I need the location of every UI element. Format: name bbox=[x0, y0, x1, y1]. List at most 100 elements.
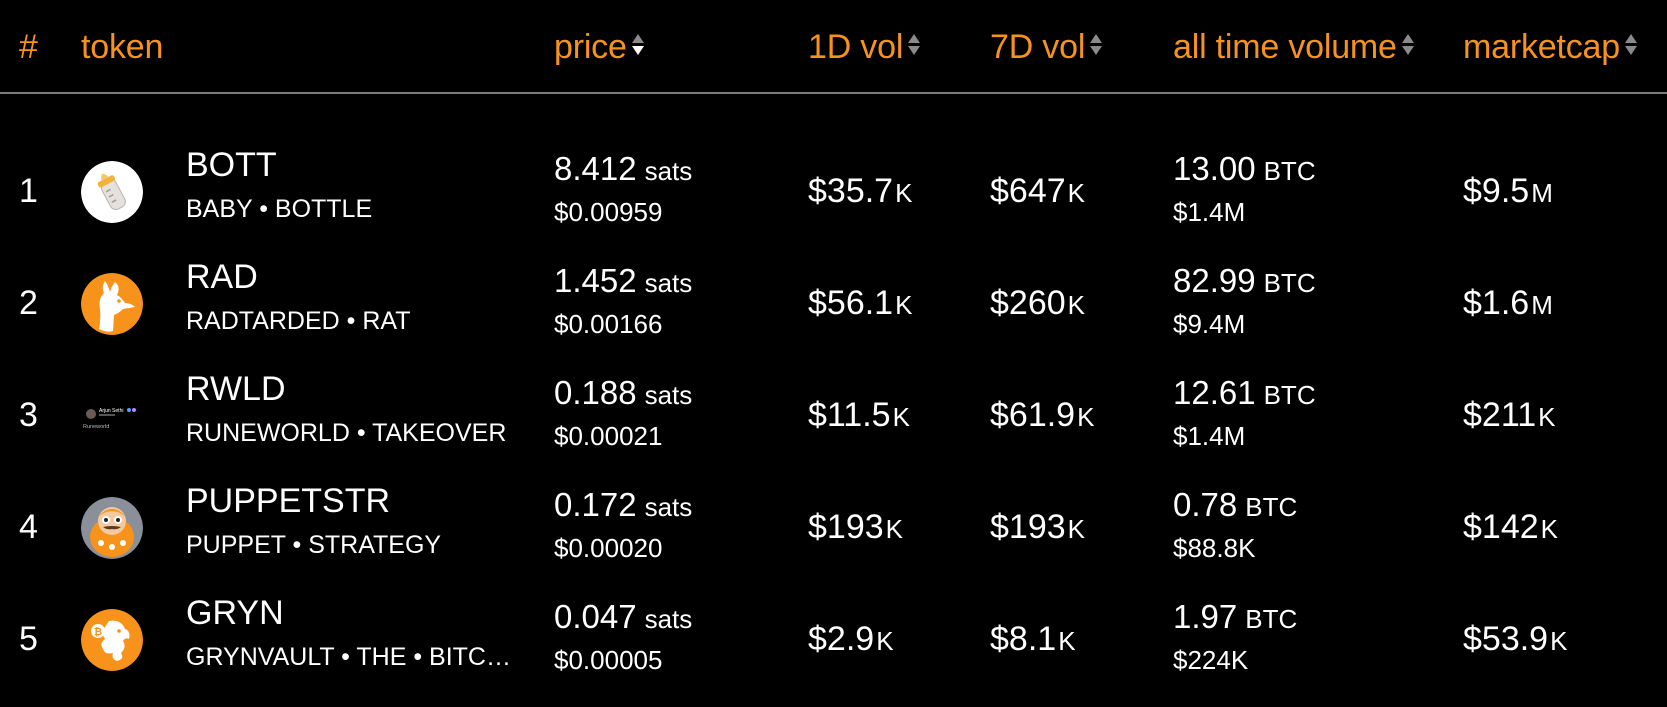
vol-1d-value: $193 bbox=[808, 508, 884, 546]
header-price-label: price bbox=[554, 27, 627, 66]
marketcap: $53.9K bbox=[1463, 620, 1567, 659]
table-row[interactable]: 3 Arjun Sethi Runeworld RWLD RUNEWORLD •… bbox=[0, 360, 1667, 472]
vol-1d: $193K bbox=[808, 508, 903, 547]
table-row[interactable]: 1 BOTT BABY • BOTTLE 8.412 sats $0.00959 … bbox=[0, 136, 1667, 248]
marketcap: $9.5M bbox=[1463, 172, 1553, 211]
puppet-icon bbox=[81, 497, 143, 559]
table-row[interactable]: 2 RAD RADTARDED • RAT 1.452 sats $0.00166… bbox=[0, 248, 1667, 360]
sort-up-icon bbox=[1090, 33, 1103, 43]
price-sats: 0.047 sats bbox=[554, 598, 692, 636]
price-usd: $0.00021 bbox=[554, 421, 663, 451]
header-token-label: token bbox=[81, 27, 164, 66]
marketcap-value: $9.5 bbox=[1463, 172, 1530, 210]
vol-1d: $56.1K bbox=[808, 284, 912, 323]
token-ticker[interactable]: BOTT bbox=[186, 146, 277, 184]
sort-icon bbox=[631, 33, 644, 55]
sort-icon bbox=[1624, 33, 1637, 55]
table-header: # token price 1D vol 7D vol all time vol… bbox=[0, 0, 1667, 94]
sort-down-icon bbox=[631, 45, 644, 55]
vol-7d: $193K bbox=[990, 508, 1085, 547]
vol-7d-value: $61.9 bbox=[990, 396, 1076, 434]
sort-icon bbox=[1090, 33, 1103, 55]
row-rank: 2 bbox=[19, 284, 38, 322]
row-rank: 4 bbox=[19, 508, 38, 546]
atv-unit: BTC bbox=[1245, 604, 1298, 634]
header-1d-vol-label: 1D vol bbox=[808, 27, 904, 66]
sort-down-icon bbox=[908, 45, 921, 55]
atv-btc-value: 1.97 bbox=[1173, 598, 1238, 635]
atv-btc-value: 13.00 bbox=[1173, 150, 1256, 187]
header-marketcap-label: marketcap bbox=[1463, 27, 1620, 66]
token-ticker[interactable]: RAD bbox=[186, 258, 258, 296]
atv-unit: BTC bbox=[1263, 380, 1316, 410]
price-unit: sats bbox=[644, 268, 693, 298]
row-rank: 3 bbox=[19, 396, 38, 434]
all-time-volume-btc: 13.00 BTC bbox=[1173, 150, 1316, 188]
atv-unit: BTC bbox=[1263, 268, 1316, 298]
sort-down-icon bbox=[1090, 45, 1103, 55]
price-usd: $0.00020 bbox=[554, 533, 663, 563]
price-unit: sats bbox=[644, 380, 693, 410]
header-all-time-volume-label: all time volume bbox=[1173, 27, 1397, 66]
vol-1d-suffix: K bbox=[885, 514, 903, 544]
sort-down-icon bbox=[1624, 45, 1637, 55]
price-usd: $0.00005 bbox=[554, 645, 663, 675]
marketcap-suffix: M bbox=[1531, 290, 1553, 320]
marketcap-suffix: K bbox=[1538, 402, 1556, 432]
atv-btc-value: 12.61 bbox=[1173, 374, 1256, 411]
all-time-volume-usd: $9.4M bbox=[1173, 309, 1246, 339]
vol-7d-value: $8.1 bbox=[990, 620, 1057, 658]
runeworld-user-text: Arjun Sethi bbox=[99, 408, 123, 414]
vol-1d: $11.5K bbox=[808, 396, 910, 435]
marketcap-suffix: K bbox=[1540, 514, 1558, 544]
token-name: BABY • BOTTLE bbox=[186, 195, 373, 223]
vol-1d-value: $35.7 bbox=[808, 172, 894, 210]
vol-1d-value: $11.5 bbox=[808, 396, 891, 434]
all-time-volume-usd: $224K bbox=[1173, 645, 1249, 675]
all-time-volume-usd: $1.4M bbox=[1173, 421, 1246, 451]
all-time-volume-btc: 0.78 BTC bbox=[1173, 486, 1297, 524]
price-sats: 0.188 sats bbox=[554, 374, 692, 412]
price-sats: 1.452 sats bbox=[554, 262, 692, 300]
vol-7d: $260K bbox=[990, 284, 1085, 323]
token-name: PUPPET • STRATEGY bbox=[186, 531, 442, 559]
vol-1d-suffix: K bbox=[892, 402, 910, 432]
header-all-time-volume-sort-button[interactable]: all time volume bbox=[1173, 26, 1414, 68]
marketcap: $142K bbox=[1463, 508, 1558, 547]
vol-7d-value: $193 bbox=[990, 508, 1066, 546]
marketcap-suffix: M bbox=[1531, 178, 1553, 208]
all-time-volume-usd: $1.4M bbox=[1173, 197, 1246, 227]
vol-7d-suffix: K bbox=[1067, 290, 1085, 320]
sort-up-icon bbox=[908, 33, 921, 43]
vol-7d-suffix: K bbox=[1067, 514, 1085, 544]
vol-7d-value: $260 bbox=[990, 284, 1066, 322]
atv-btc-value: 0.78 bbox=[1173, 486, 1238, 523]
price-sats-value: 0.188 bbox=[554, 374, 637, 411]
header-token: token bbox=[81, 26, 163, 68]
vol-7d: $8.1K bbox=[990, 620, 1076, 659]
vol-7d-suffix: K bbox=[1058, 626, 1076, 656]
marketcap: $211K bbox=[1463, 396, 1555, 435]
header-7d-vol-label: 7D vol bbox=[990, 27, 1086, 66]
header-marketcap-sort-button[interactable]: marketcap bbox=[1463, 26, 1637, 68]
price-usd: $0.00166 bbox=[554, 309, 663, 339]
marketcap-value: $1.6 bbox=[1463, 284, 1530, 322]
header-1d-vol-sort-button[interactable]: 1D vol bbox=[808, 26, 921, 68]
token-name: RADTARDED • RAT bbox=[186, 307, 411, 335]
vol-1d-value: $56.1 bbox=[808, 284, 894, 322]
token-ticker[interactable]: GRYN bbox=[186, 594, 284, 632]
header-7d-vol-sort-button[interactable]: 7D vol bbox=[990, 26, 1103, 68]
price-sats: 0.172 sats bbox=[554, 486, 692, 524]
token-name: GRYNVAULT • THE • BITCO... bbox=[186, 643, 516, 671]
vol-1d-suffix: K bbox=[876, 626, 894, 656]
atv-unit: BTC bbox=[1263, 156, 1316, 186]
token-ticker[interactable]: RWLD bbox=[186, 370, 286, 408]
price-sats-value: 8.412 bbox=[554, 150, 637, 187]
token-ticker[interactable]: PUPPETSTR bbox=[186, 482, 391, 520]
header-price-sort-button[interactable]: price bbox=[554, 26, 644, 68]
table-row[interactable]: 5 ₿ GRYN GRYNVAULT • THE • BITCO... 0.04… bbox=[0, 584, 1667, 696]
rat-icon bbox=[81, 273, 143, 335]
price-usd: $0.00959 bbox=[554, 197, 663, 227]
table-row[interactable]: 4 PUPPETSTR PUPPET • STRATEGY 0.172 sats … bbox=[0, 472, 1667, 584]
price-unit: sats bbox=[644, 604, 693, 634]
